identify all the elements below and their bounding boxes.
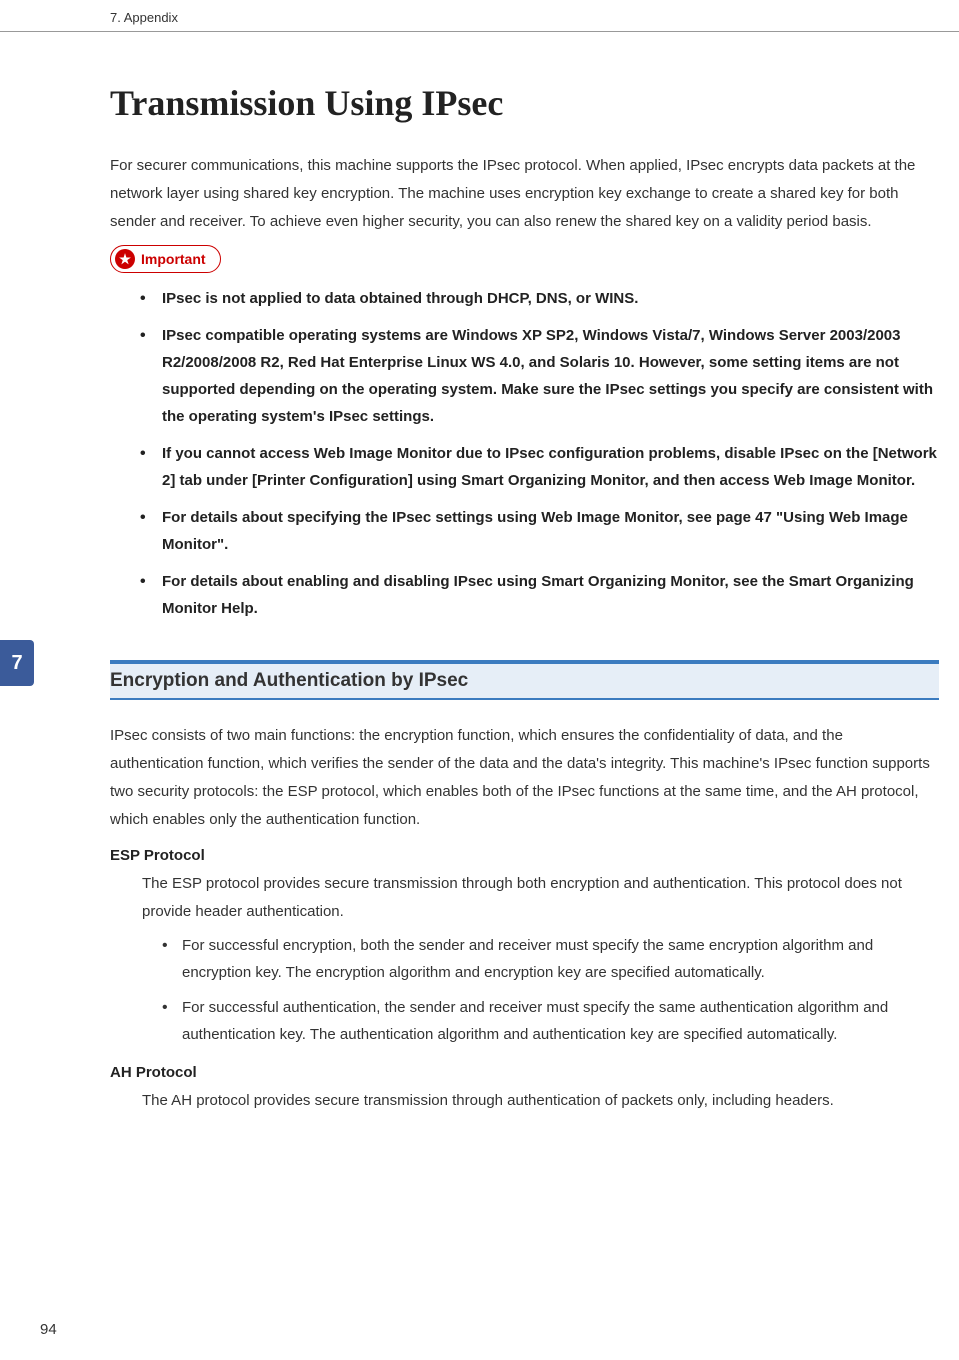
breadcrumb-text: 7. Appendix xyxy=(110,10,178,25)
sub-heading: Encryption and Authentication by IPsec xyxy=(110,664,939,700)
intro-paragraph: For securer communications, this machine… xyxy=(110,152,939,235)
important-badge: Important xyxy=(110,245,221,273)
important-item: If you cannot access Web Image Monitor d… xyxy=(140,440,939,494)
important-list: IPsec is not applied to data obtained th… xyxy=(110,285,939,622)
section-paragraph: IPsec consists of two main functions: th… xyxy=(110,722,939,833)
chapter-number: 7 xyxy=(11,652,22,675)
protocol-bullet: For successful authentication, the sende… xyxy=(162,994,939,1048)
page-number: 94 xyxy=(40,1321,57,1338)
page-header: 7. Appendix xyxy=(0,0,959,32)
protocol-title: AH Protocol xyxy=(110,1064,939,1081)
chapter-tab: 7 xyxy=(0,640,34,686)
protocol-desc: The AH protocol provides secure transmis… xyxy=(142,1087,939,1115)
star-icon xyxy=(115,249,135,269)
protocol-block: ESP Protocol The ESP protocol provides s… xyxy=(110,847,939,1048)
sub-heading-container: Encryption and Authentication by IPsec xyxy=(110,660,939,700)
important-item: For details about enabling and disabling… xyxy=(140,568,939,622)
protocol-bullet: For successful encryption, both the send… xyxy=(162,932,939,986)
important-item: For details about specifying the IPsec s… xyxy=(140,504,939,558)
important-item: IPsec is not applied to data obtained th… xyxy=(140,285,939,312)
page-content: Transmission Using IPsec For securer com… xyxy=(0,82,959,1115)
protocol-body: The ESP protocol provides secure transmi… xyxy=(110,870,939,1048)
protocol-body: The AH protocol provides secure transmis… xyxy=(110,1087,939,1115)
important-label: Important xyxy=(141,251,206,267)
important-item: IPsec compatible operating systems are W… xyxy=(140,322,939,430)
main-heading: Transmission Using IPsec xyxy=(110,82,939,124)
protocol-bullets: For successful encryption, both the send… xyxy=(142,932,939,1048)
protocol-desc: The ESP protocol provides secure transmi… xyxy=(142,870,939,926)
protocol-block: AH Protocol The AH protocol provides sec… xyxy=(110,1064,939,1115)
protocol-title: ESP Protocol xyxy=(110,847,939,864)
